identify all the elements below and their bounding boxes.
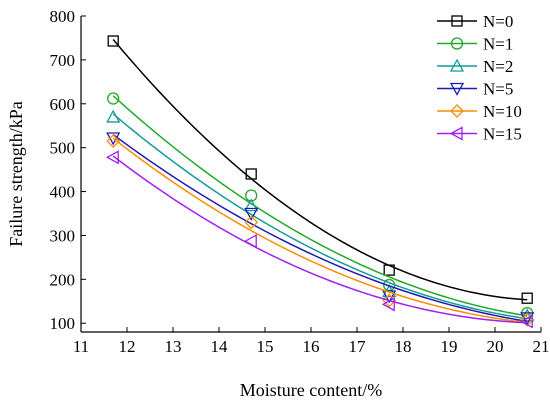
legend-marker	[450, 104, 464, 118]
legend-item: N=15	[437, 125, 522, 144]
x-axis-title: Moisture content/%	[240, 380, 382, 400]
data-point	[244, 215, 259, 230]
legend-marker	[449, 82, 465, 96]
data-point	[244, 198, 259, 212]
series-n-0	[107, 35, 533, 304]
legend-item: N=5	[437, 80, 513, 99]
y-tick-label: 700	[50, 51, 76, 70]
legend-label: N=10	[483, 102, 522, 121]
y-tick-label: 100	[50, 314, 76, 333]
data-point	[107, 35, 119, 47]
x-tick-label: 19	[441, 337, 458, 356]
series-n-1	[107, 92, 534, 320]
legend: N=0 N=1 N=2 N=5 N=10 N=15	[437, 12, 522, 144]
legend-marker	[450, 37, 464, 50]
x-tick-label: 14	[211, 337, 229, 356]
legend-marker	[449, 126, 463, 141]
data-point	[383, 264, 395, 276]
legend-item: N=10	[437, 102, 522, 121]
y-tick-label: 800	[50, 7, 76, 26]
x-tick-label: 13	[165, 337, 182, 356]
series-layer	[105, 35, 535, 329]
legend-label: N=15	[483, 125, 522, 144]
data-point	[520, 312, 535, 327]
data-point	[381, 297, 395, 312]
series-n-2	[106, 109, 535, 322]
y-tick-label: 400	[50, 183, 76, 202]
x-tick-label: 17	[349, 337, 367, 356]
data-point	[243, 234, 257, 249]
legend-marker	[451, 15, 463, 27]
legend-marker	[449, 58, 465, 72]
data-point	[105, 150, 119, 165]
series-n-10	[106, 134, 535, 327]
series-n-15	[105, 150, 533, 329]
legend-item: N=2	[437, 57, 513, 76]
series-line	[112, 95, 528, 317]
legend-label: N=1	[483, 35, 513, 54]
y-tick-label: 300	[50, 226, 76, 245]
data-point	[244, 207, 259, 221]
x-tick-label: 16	[303, 337, 320, 356]
series-line	[112, 137, 528, 324]
series-line	[112, 155, 528, 324]
y-tick-label: 500	[50, 139, 76, 158]
data-point	[106, 134, 121, 149]
y-axis-title: Failure strength/kPa	[6, 101, 26, 246]
y-tick-label: 600	[50, 95, 76, 114]
series-line	[112, 134, 528, 323]
data-point	[519, 314, 533, 329]
x-tick-label: 20	[487, 337, 504, 356]
x-tick-label: 12	[119, 337, 136, 356]
legend-item: N=0	[437, 12, 513, 31]
x-tick-label: 18	[395, 337, 412, 356]
data-point	[521, 292, 533, 304]
data-point	[106, 109, 121, 123]
series-line	[112, 38, 528, 301]
data-point	[245, 189, 258, 202]
series-line	[112, 113, 528, 320]
x-tick-label: 21	[533, 337, 550, 356]
legend-label: N=0	[483, 12, 513, 31]
axes: 11 12 13 14 15 16 17 18 19 20 21 100 200 300 400 500 600…	[50, 7, 550, 356]
data-point	[245, 168, 257, 180]
legend-item: N=1	[437, 35, 513, 54]
x-tick-label: 11	[73, 337, 89, 356]
legend-label: N=2	[483, 57, 513, 76]
data-point	[107, 92, 120, 105]
y-tick-label: 200	[50, 270, 76, 289]
x-tick-label: 15	[257, 337, 274, 356]
legend-label: N=5	[483, 80, 513, 99]
